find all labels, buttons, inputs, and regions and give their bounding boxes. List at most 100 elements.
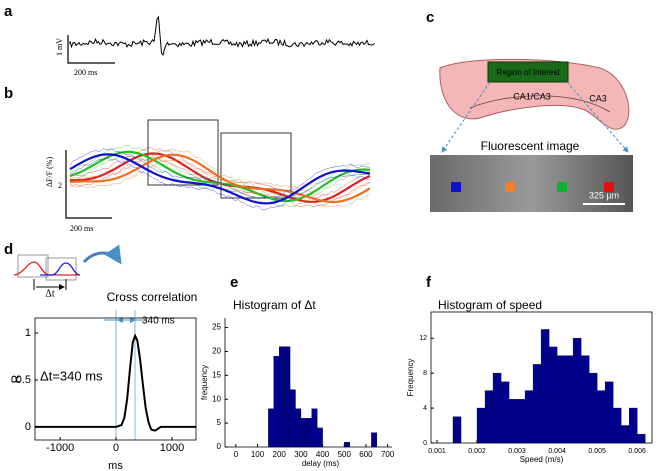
fluorescent-image: [430, 155, 633, 212]
scale-label: 325 µm: [589, 190, 619, 200]
histogram-bar: [556, 355, 566, 444]
roi-box: [487, 61, 569, 83]
histogram-bar: [492, 372, 502, 444]
histogram-bar: [580, 355, 590, 444]
histogram-bar: [306, 418, 312, 448]
histogram-bar: [588, 372, 598, 444]
delta-label: Δt: [45, 288, 54, 299]
x-tick-label: 0.001: [428, 448, 446, 455]
x-tick-label: 0: [234, 450, 239, 459]
chart-title: Histogram of Δt: [233, 298, 316, 312]
fluorescence-trace: [69, 148, 371, 199]
histogram-bar: [604, 381, 614, 444]
scale-bar: [67, 35, 115, 64]
histogram-bar: [279, 346, 285, 448]
roi-marker: [557, 182, 567, 192]
plot-frame: [34, 317, 197, 441]
scale-label: 2: [58, 181, 62, 190]
correlation-line: [35, 333, 196, 432]
histogram-bar: [524, 390, 534, 444]
y-tick-label: 0: [423, 440, 427, 447]
x-tick-label: 100: [251, 450, 265, 459]
scale-label: ΔF/F (%): [45, 157, 54, 188]
y-tick-label: 1: [25, 327, 31, 339]
scale-label: 1 mV: [55, 38, 64, 56]
x-tick-label: 600: [359, 450, 373, 459]
y-tick-label: 0: [25, 421, 31, 433]
panel-a: 1 mV 200 ms: [55, 15, 375, 77]
panel-letter: f: [426, 274, 432, 291]
roi-marker: [505, 182, 515, 192]
curved-arrow: [82, 244, 122, 265]
window-box: [17, 254, 49, 278]
histogram-bar: [564, 355, 574, 444]
histogram-bar: [612, 407, 622, 444]
histogram-bar: [452, 416, 462, 444]
histogram-bar: [289, 389, 296, 448]
window-box: [147, 119, 219, 186]
voltage-trace: [69, 15, 375, 57]
histogram-bar: [636, 434, 646, 444]
y-tick-label: 4: [423, 405, 427, 412]
lag-label: 340 ms: [142, 316, 175, 327]
histogram-bar: [508, 399, 518, 444]
x-tick-label: -1000: [46, 442, 74, 454]
chart-title: Cross correlation: [107, 290, 198, 304]
region-label: CA3: [589, 93, 607, 103]
x-tick-label: 0: [113, 442, 119, 454]
annotation: Δt=340 ms: [40, 368, 103, 383]
chart-title: Histogram of speed: [438, 298, 542, 312]
histogram-bar: [300, 418, 307, 448]
histogram-bar: [540, 329, 550, 444]
panel-letter: e: [230, 274, 238, 291]
fluorescence-trace: [69, 153, 371, 205]
panel-letter: a: [4, 3, 13, 20]
histogram-bar: [344, 442, 350, 448]
roi-marker: [604, 182, 614, 192]
panel-b: ΔF/F (%) 2 200 ms: [45, 119, 371, 233]
histogram-bar: [295, 408, 302, 448]
histogram-bar: [371, 432, 378, 448]
x-tick-label: 500: [338, 450, 352, 459]
histogram-bar: [572, 338, 582, 444]
x-tick-label: 0.002: [468, 448, 486, 455]
scale-bar: [65, 150, 112, 219]
panel-c: Region of Interest CA1/CA3 CA3 Fluoresce…: [430, 58, 633, 212]
y-tick-label: 8: [423, 370, 427, 377]
histogram-bar: [284, 346, 291, 448]
hippocampus: [439, 58, 630, 130]
y-axis-label: R: [9, 374, 23, 383]
zoom-arrow: [566, 81, 629, 153]
x-tick-label: 400: [316, 450, 330, 459]
x-axis-label: delay (ms): [302, 459, 340, 468]
y-tick-label: 15: [212, 370, 221, 379]
panel-letter: d: [4, 241, 13, 258]
fluorescence-trace: [69, 158, 371, 207]
y-tick-label: 25: [212, 323, 221, 332]
y-tick-label: 12: [419, 335, 427, 342]
histogram-bar: [532, 364, 542, 444]
window-box: [220, 132, 292, 199]
histogram-bar: [273, 356, 280, 448]
histogram-bar: [500, 381, 510, 444]
x-tick-label: 0.005: [588, 448, 606, 455]
y-axis-label: Frequency: [406, 359, 415, 397]
zoom-arrow: [441, 81, 491, 153]
x-axis-label: ms: [108, 460, 123, 471]
x-axis-label: Speed (m/s): [520, 455, 564, 464]
x-tick-label: 0.006: [628, 448, 646, 455]
x-tick-label: 700: [381, 450, 395, 459]
histogram-bar: [628, 407, 638, 444]
fluorescence-trace: [69, 148, 371, 199]
fluorescence-trace: [69, 153, 371, 204]
y-tick-label: 0: [217, 442, 222, 451]
signal-icon: [13, 261, 78, 276]
image-title: Fluorescent image: [481, 139, 580, 153]
x-tick-label: 300: [294, 450, 308, 459]
histogram-bar: [516, 399, 526, 444]
histogram-bar: [548, 346, 558, 444]
y-tick-label: 0.5: [16, 374, 31, 386]
histogram-bar: [596, 390, 606, 444]
region-label: CA1/CA3: [513, 91, 551, 101]
